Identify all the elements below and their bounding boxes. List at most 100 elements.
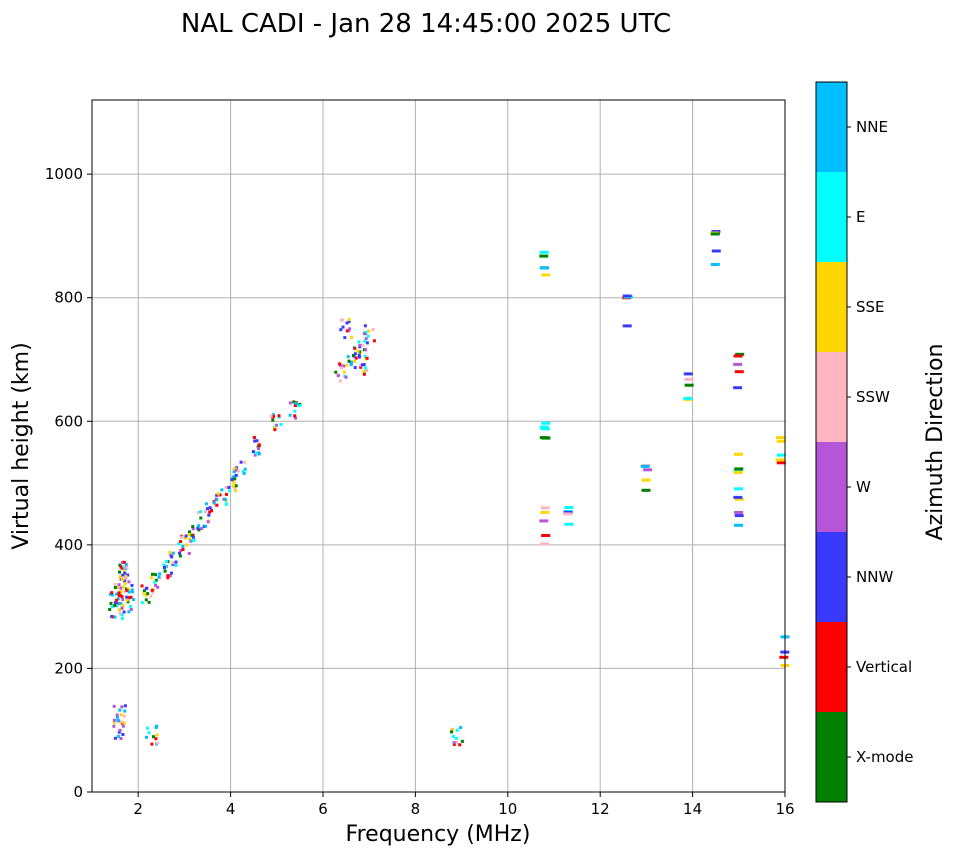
echo-mark xyxy=(178,554,182,558)
echo-mark xyxy=(119,589,123,593)
echo-mark xyxy=(168,574,172,578)
y-tick-label: 0 xyxy=(73,783,83,801)
data-marks xyxy=(108,230,790,747)
echo-mark xyxy=(336,374,340,377)
echo-mark xyxy=(364,366,368,370)
echo-mark xyxy=(235,468,238,472)
echo-mark xyxy=(622,294,632,298)
echo-mark xyxy=(733,471,743,474)
echo-mark xyxy=(115,604,119,608)
echo-mark xyxy=(734,511,744,514)
echo-mark xyxy=(232,467,236,471)
echo-mark xyxy=(163,569,167,573)
echo-mark xyxy=(112,704,116,708)
echo-mark xyxy=(179,540,183,543)
echo-mark xyxy=(366,334,370,338)
echo-mark xyxy=(156,585,160,589)
echo-mark xyxy=(113,615,117,619)
echo-mark xyxy=(155,741,159,745)
echo-mark xyxy=(183,536,187,540)
echo-mark xyxy=(367,329,371,333)
echo-mark xyxy=(168,551,172,554)
echo-mark xyxy=(362,363,366,366)
echo-mark xyxy=(684,377,694,381)
echo-mark xyxy=(215,498,219,502)
echo-mark xyxy=(153,580,157,584)
echo-mark xyxy=(199,516,203,520)
echo-mark xyxy=(711,230,721,233)
echo-mark xyxy=(458,743,462,747)
echo-mark xyxy=(191,525,195,529)
echo-mark xyxy=(343,370,347,374)
echo-mark xyxy=(339,318,343,322)
echo-mark xyxy=(147,731,151,735)
echo-mark xyxy=(140,601,144,605)
echo-mark xyxy=(142,589,146,593)
echo-mark xyxy=(120,705,124,709)
colorbar-frame xyxy=(815,81,848,803)
echo-mark xyxy=(541,421,551,425)
echo-mark xyxy=(254,451,258,455)
echo-mark xyxy=(234,473,238,477)
echo-mark xyxy=(125,598,129,602)
echo-mark xyxy=(113,583,117,586)
echo-mark xyxy=(735,352,745,356)
echo-mark xyxy=(622,324,632,328)
echo-mark xyxy=(225,492,228,496)
echo-mark xyxy=(451,735,455,738)
echo-mark xyxy=(144,598,148,602)
echo-mark xyxy=(147,600,151,604)
echo-mark xyxy=(188,537,192,541)
echo-mark xyxy=(271,418,275,422)
echo-mark xyxy=(733,362,743,366)
echo-mark xyxy=(121,565,125,569)
echo-mark xyxy=(151,590,155,594)
echo-mark xyxy=(562,512,572,516)
echo-mark xyxy=(208,510,212,514)
echo-mark xyxy=(150,588,154,592)
echo-mark xyxy=(734,514,744,518)
echo-mark xyxy=(347,359,351,363)
echo-mark xyxy=(122,560,126,564)
echo-mark xyxy=(353,352,357,356)
echo-mark xyxy=(126,573,130,577)
y-tick-label: 400 xyxy=(54,536,83,554)
echo-mark xyxy=(343,336,347,340)
echo-mark xyxy=(174,563,178,567)
echo-mark xyxy=(460,739,464,743)
echo-mark xyxy=(171,551,175,555)
echo-mark xyxy=(177,542,181,546)
echo-mark xyxy=(131,598,135,601)
echo-mark xyxy=(188,530,191,534)
echo-mark xyxy=(121,578,125,581)
echo-mark xyxy=(277,414,281,418)
echo-mark xyxy=(158,572,162,576)
echo-mark xyxy=(127,610,131,614)
y-tick-label: 600 xyxy=(54,412,83,430)
echo-mark xyxy=(146,726,149,730)
echo-mark xyxy=(239,460,243,464)
echo-mark xyxy=(119,586,123,590)
echo-mark xyxy=(364,337,368,341)
echo-mark xyxy=(231,475,235,479)
echo-mark xyxy=(215,503,219,507)
echo-mark xyxy=(127,590,131,594)
echo-mark xyxy=(117,591,121,595)
echo-mark xyxy=(353,366,357,370)
echo-mark xyxy=(298,404,302,408)
echo-mark xyxy=(113,586,117,589)
echo-mark xyxy=(272,426,276,430)
echo-mark xyxy=(228,489,232,493)
echo-mark xyxy=(119,713,123,717)
echo-mark xyxy=(125,589,129,593)
echo-mark xyxy=(362,372,366,376)
echo-mark xyxy=(108,608,112,611)
echo-mark xyxy=(119,577,123,581)
echo-mark xyxy=(150,742,154,746)
echo-mark xyxy=(338,362,342,366)
echo-mark xyxy=(121,603,125,607)
colorbar-segment xyxy=(816,532,847,622)
colorbar-category-label: W xyxy=(856,478,871,496)
echo-mark xyxy=(365,356,369,360)
echo-mark xyxy=(232,481,236,485)
